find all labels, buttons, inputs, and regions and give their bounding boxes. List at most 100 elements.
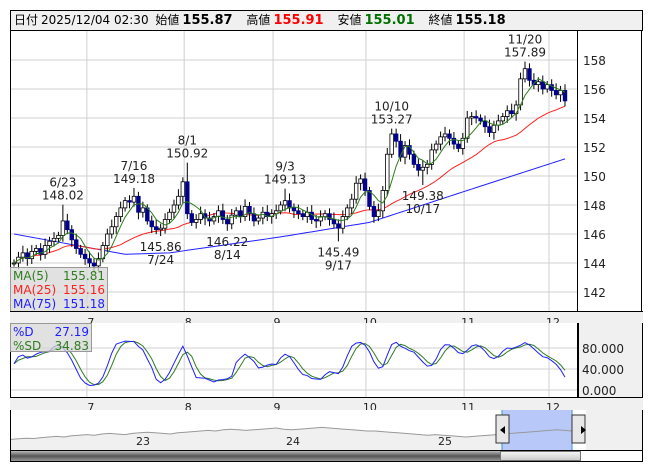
candle-down [82, 253, 88, 260]
trough-value-label: 145.49 [317, 245, 359, 259]
peak-value-label: 149.13 [264, 173, 306, 187]
candle-up [385, 153, 390, 191]
candle-down [531, 79, 537, 86]
candle-up [11, 262, 17, 265]
trough-value-label: 146.22 [206, 235, 248, 249]
scrollbar-thumb[interactable] [500, 451, 581, 461]
legend-ma5: MA(5) 155.81 [13, 269, 105, 283]
low-label: 安値 [337, 13, 362, 27]
candle-down [362, 178, 368, 191]
candle-up [505, 110, 510, 117]
navigator-right-handle[interactable] [571, 414, 586, 444]
candle-up [402, 145, 408, 158]
candle-up [340, 216, 346, 229]
candle-down [456, 143, 461, 149]
range-navigator[interactable]: 23 24 25 [11, 410, 586, 450]
trough-date-label: 7/24 [147, 253, 174, 267]
candle-up [358, 178, 363, 184]
candle-down [287, 200, 292, 209]
legend-value: 151.18 [63, 297, 105, 311]
scrollbar-track[interactable] [11, 451, 500, 461]
candle-up [122, 200, 128, 209]
candle-down [313, 219, 319, 222]
scrollbar[interactable] [10, 450, 643, 462]
candle-down [487, 126, 492, 133]
candle-up [425, 163, 430, 168]
y-tick-label: 150 [583, 170, 606, 184]
candle-down [451, 137, 457, 145]
candle-up [118, 207, 123, 217]
candle-down [509, 110, 514, 115]
candle-down [478, 117, 483, 122]
candle-up [438, 136, 443, 145]
candle-up [442, 133, 448, 138]
candle-down [247, 206, 252, 215]
candle-down [540, 81, 545, 90]
close-value: 155.18 [455, 13, 506, 28]
navigator-side-panel [584, 410, 643, 450]
candle-up [56, 235, 61, 239]
peak-value-label: 157.89 [504, 46, 546, 60]
candle-down [393, 133, 399, 142]
candle-up [545, 84, 550, 90]
candle-up [176, 195, 181, 206]
candle-up [216, 210, 221, 218]
legend-sd: %SD 34.83 [13, 339, 89, 353]
candle-down [202, 213, 208, 219]
legend-d: %D 27.19 [13, 325, 89, 339]
candle-up [282, 200, 288, 206]
candle-down [300, 213, 306, 217]
candle-up [140, 207, 146, 213]
peak-value-label: 149.18 [113, 172, 155, 186]
candle-down [38, 248, 43, 255]
candle-up [20, 252, 26, 258]
d-line [13, 340, 566, 386]
peak-date-label: 8/1 [178, 134, 197, 148]
y-tick-label: 152 [583, 141, 606, 155]
month-tick-label: 8 [185, 401, 192, 413]
candle-up [460, 137, 465, 149]
candle-down [207, 217, 212, 222]
legend-value: 155.16 [63, 283, 105, 297]
candle-up [518, 78, 523, 106]
oscillator-legend: %D 27.19 %SD 34.83 [10, 323, 92, 353]
stochastic-chart[interactable]: 80.000 40.000 0.000 [11, 323, 643, 398]
peak-value-label: 150.92 [166, 147, 208, 161]
candle-up [256, 217, 261, 222]
close-label: 終値 [428, 13, 453, 27]
candle-down [189, 213, 194, 223]
y-tick-label: 148 [583, 199, 606, 213]
candle-up [96, 258, 101, 267]
legend-value: 27.19 [54, 325, 89, 339]
candle-down [220, 210, 226, 220]
candle-down [78, 248, 83, 255]
candle-down [65, 220, 70, 231]
candle-down [238, 210, 243, 218]
caret-icon [500, 426, 505, 434]
candle-down [149, 220, 154, 228]
candle-down [411, 153, 417, 165]
candle-down [91, 262, 97, 267]
y-tick-label: 142 [583, 286, 606, 300]
legend-label: %SD [13, 339, 42, 353]
candle-up [51, 237, 57, 242]
y-tick-label: 154 [583, 112, 606, 126]
date-axis-oscillator: 7 8 9 10 11 12 [10, 397, 643, 414]
year-label: 25 [438, 435, 452, 448]
trough-value-label: 149.38 [402, 189, 444, 203]
candle-up [158, 227, 163, 231]
date-label: 日付 [14, 13, 39, 27]
ma75-line [13, 158, 566, 255]
legend-ma25: MA(25) 155.16 [13, 283, 105, 297]
candle-up [500, 116, 505, 122]
candle-down [549, 84, 554, 91]
y-tick-label: 158 [583, 54, 606, 68]
candle-down [553, 90, 559, 96]
candle-up [29, 250, 34, 260]
candle-up [47, 240, 52, 246]
candle-up [376, 210, 381, 218]
legend-label: MA(25) [13, 283, 57, 297]
candle-up [171, 204, 177, 213]
candle-down [447, 133, 452, 139]
